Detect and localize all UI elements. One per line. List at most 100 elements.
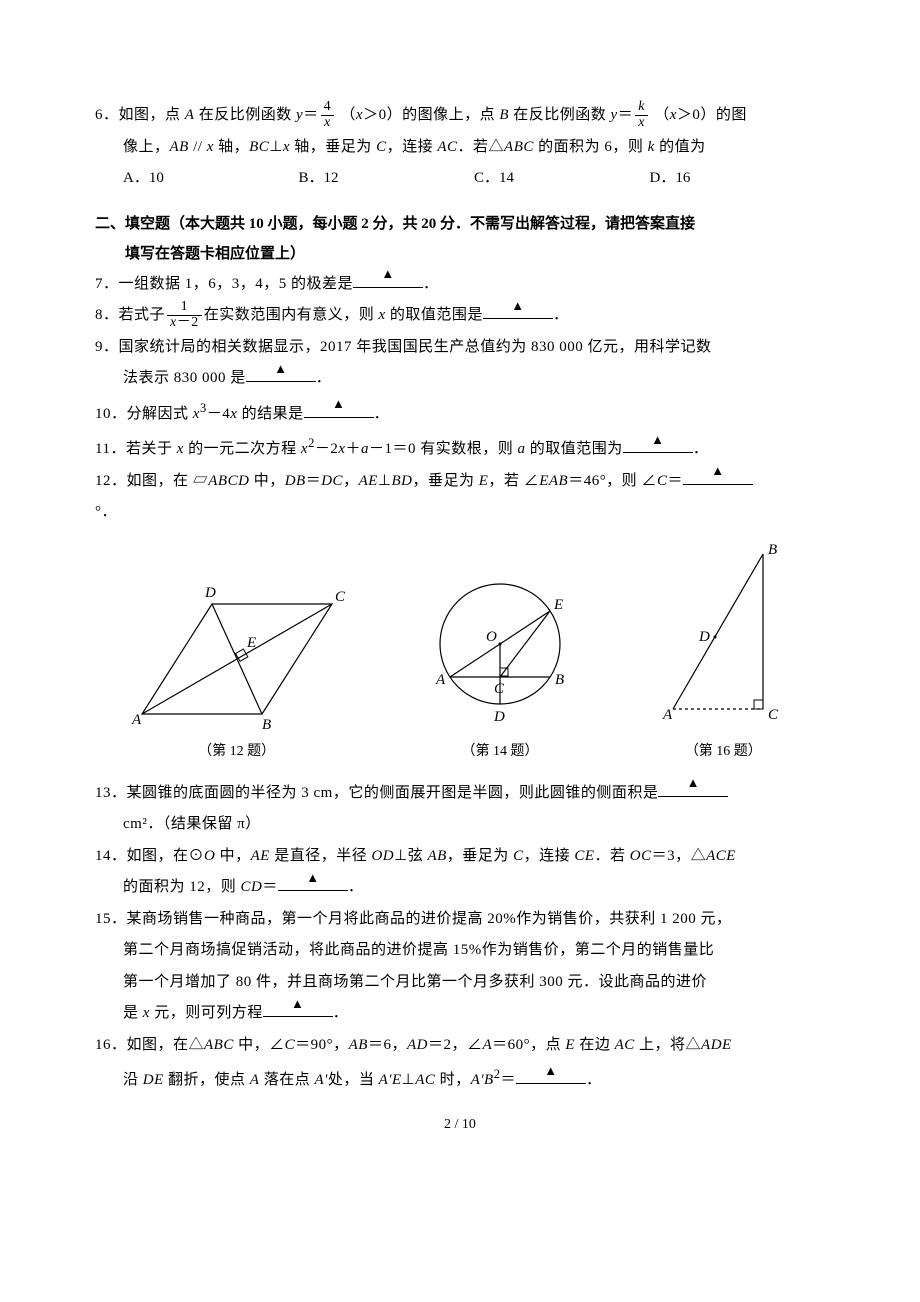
q7-a: 7．一组数据 1，6，3，4，5 的极差是 — [95, 276, 353, 292]
q11-d: 的取值范围为 — [526, 441, 623, 457]
q14-f: ，连接 — [524, 848, 575, 864]
q6-l2-b: 轴， — [214, 139, 249, 155]
q13-l2: cm²．（结果保留 π） — [95, 809, 825, 841]
blank-icon — [304, 402, 374, 418]
q6-text-a: 6．如图，点 — [95, 107, 185, 123]
figure-12-svg: A B C D E — [127, 579, 347, 729]
q16-j: 翻折，使点 — [164, 1072, 250, 1088]
q8-c: 的取值范围是 — [386, 307, 483, 323]
svg-text:D: D — [698, 629, 710, 645]
svg-text:E: E — [246, 635, 256, 651]
q7: 7．一组数据 1，6，3，4，5 的极差是 ． — [95, 269, 825, 301]
q14-i: 的面积为 12，则 — [123, 879, 241, 895]
q13-l1: 13．某圆锥的底面圆的半径为 3 cm，它的侧面展开图是半圆，则此圆锥的侧面积是 — [95, 778, 825, 810]
q6-l2-f: 的面积为 6，则 — [534, 139, 648, 155]
figure-16: A C B D （第 16 题） — [653, 539, 793, 760]
q7-b: ． — [423, 276, 439, 292]
q13-a: 13．某圆锥的底面圆的半径为 3 cm，它的侧面展开图是半圆，则此圆锥的侧面积是 — [95, 785, 658, 801]
q10-c: ． — [374, 406, 390, 422]
section2-title2: 填写在答题卡相应位置上） — [95, 239, 825, 269]
svg-text:C: C — [494, 681, 505, 697]
svg-text:E: E — [553, 597, 563, 613]
svg-text:A: A — [435, 672, 446, 688]
q12-d: ，垂足为 — [412, 473, 478, 489]
q6-text-f: （ — [654, 107, 670, 123]
q6-text-d: ＞0）的图像上，点 — [363, 107, 499, 123]
q6-l2-d: ，连接 — [387, 139, 438, 155]
q12-l2: °． — [95, 497, 825, 529]
q15-l4: 是 x 元，则可列方程． — [95, 998, 825, 1030]
q6-opt-b: B．12 — [299, 163, 475, 195]
q9-l2: 法表示 830 000 是 ． — [95, 363, 825, 395]
q11-b: 的一元二次方程 — [184, 441, 301, 457]
q6-text-e: 在反比例函数 — [509, 107, 611, 123]
q12-e: ，若 ∠ — [488, 473, 539, 489]
svg-text:D: D — [204, 585, 216, 601]
q12: 12．如图，在 ▱ABCD 中，DB＝DC，AE⊥BD，垂足为 E，若 ∠EAB… — [95, 466, 825, 498]
svg-text:C: C — [335, 589, 346, 605]
q6-opt-a: A．10 — [123, 163, 299, 195]
q16-l: 处，当 — [328, 1072, 379, 1088]
q8-a: 8．若式子 — [95, 307, 165, 323]
q6-text-g: ＞0）的图 — [677, 107, 747, 123]
svg-text:O: O — [486, 629, 497, 645]
q14-h: ＝3，△ — [652, 848, 707, 864]
q14-c: 是直径，半径 — [270, 848, 372, 864]
q16-e: ＝2，∠ — [428, 1037, 483, 1053]
blank-icon — [278, 875, 348, 891]
q6-opt-c: C．14 — [474, 163, 650, 195]
q16-b: 中，∠ — [234, 1037, 285, 1053]
q16-m: 时， — [435, 1072, 470, 1088]
figures-row: A B C D E （第 12 题） A B C D E — [95, 539, 825, 760]
svg-text:C: C — [768, 707, 779, 723]
q16-g: 在边 — [575, 1037, 615, 1053]
q9-l1: 9．国家统计局的相关数据显示，2017 年我国国民生产总值约为 830 000 … — [95, 332, 825, 364]
q15-f: ． — [333, 1005, 349, 1021]
svg-text:B: B — [768, 542, 777, 558]
svg-text:A: A — [131, 712, 142, 728]
q16-f: ＝60°，点 — [492, 1037, 565, 1053]
svg-text:D: D — [493, 709, 505, 725]
q14-k: ． — [348, 879, 364, 895]
q6-text-b: 在反比例函数 — [194, 107, 296, 123]
q10-a: 10．分解因式 — [95, 406, 193, 422]
page-number: 2 / 10 — [95, 1117, 825, 1133]
q16-o: ． — [586, 1072, 602, 1088]
q9-b: 法表示 830 000 是 — [123, 370, 246, 386]
svg-text:A: A — [662, 707, 673, 723]
q16-i: 沿 — [123, 1072, 143, 1088]
q11-e: ． — [693, 441, 709, 457]
blank-icon — [263, 1001, 333, 1017]
q9-c: ． — [316, 370, 332, 386]
q14-b: 中， — [215, 848, 250, 864]
svg-text:B: B — [555, 672, 564, 688]
figure-14-svg: A B C D E O — [410, 569, 590, 729]
blank-icon — [683, 469, 753, 485]
q12-b: 中， — [249, 473, 284, 489]
q16-l1: 16．如图，在△ABC 中，∠C＝90°，AB＝6，AD＝2，∠A＝60°，点 … — [95, 1030, 825, 1062]
q11-c: 有实数根，则 — [416, 441, 518, 457]
q14-d: ⊥弦 — [394, 848, 427, 864]
q12-a: 12．如图，在 ▱ — [95, 473, 208, 489]
q16-c: ＝90°， — [295, 1037, 349, 1053]
q12-g: ＝ — [667, 473, 683, 489]
q8-d: ． — [553, 307, 569, 323]
q8: 8．若式子1x－2在实数范围内有意义，则 x 的取值范围是． — [95, 300, 825, 332]
q14-l2: 的面积为 12，则 CD＝． — [95, 872, 825, 904]
q16-l2: 沿 DE 翻折，使点 A 落在点 A'处，当 A'E⊥AC 时，A'B2＝． — [95, 1061, 825, 1097]
q15-d: 是 — [123, 1005, 143, 1021]
q6-line2: 像上，AB // x 轴，BC⊥x 轴，垂足为 C，连接 AC．若△ABC 的面… — [95, 132, 825, 164]
figure-16-svg: A C B D — [653, 539, 793, 729]
blank-icon — [246, 366, 316, 382]
q12-c: ， — [343, 473, 359, 489]
q16-n: ＝ — [500, 1072, 516, 1088]
q16-k: 落在点 — [259, 1072, 314, 1088]
q15-e: 元，则可列方程 — [150, 1005, 263, 1021]
q6-l2-c: 轴，垂足为 — [290, 139, 376, 155]
q15-l1: 15．某商场销售一种商品，第一个月将此商品的进价提高 20%作为销售价，共获利 … — [95, 904, 825, 936]
q14-a: 14．如图，在⊙ — [95, 848, 204, 864]
svg-text:B: B — [262, 717, 271, 729]
q15-l3: 第一个月增加了 80 件，并且商场第二个月比第一个月多获利 300 元．设此商品… — [95, 967, 825, 999]
q6-line1: 6．如图，点 A 在反比例函数 y＝4x （x＞0）的图像上，点 B 在反比例函… — [95, 100, 825, 132]
q10-b: 的结果是 — [237, 406, 303, 422]
